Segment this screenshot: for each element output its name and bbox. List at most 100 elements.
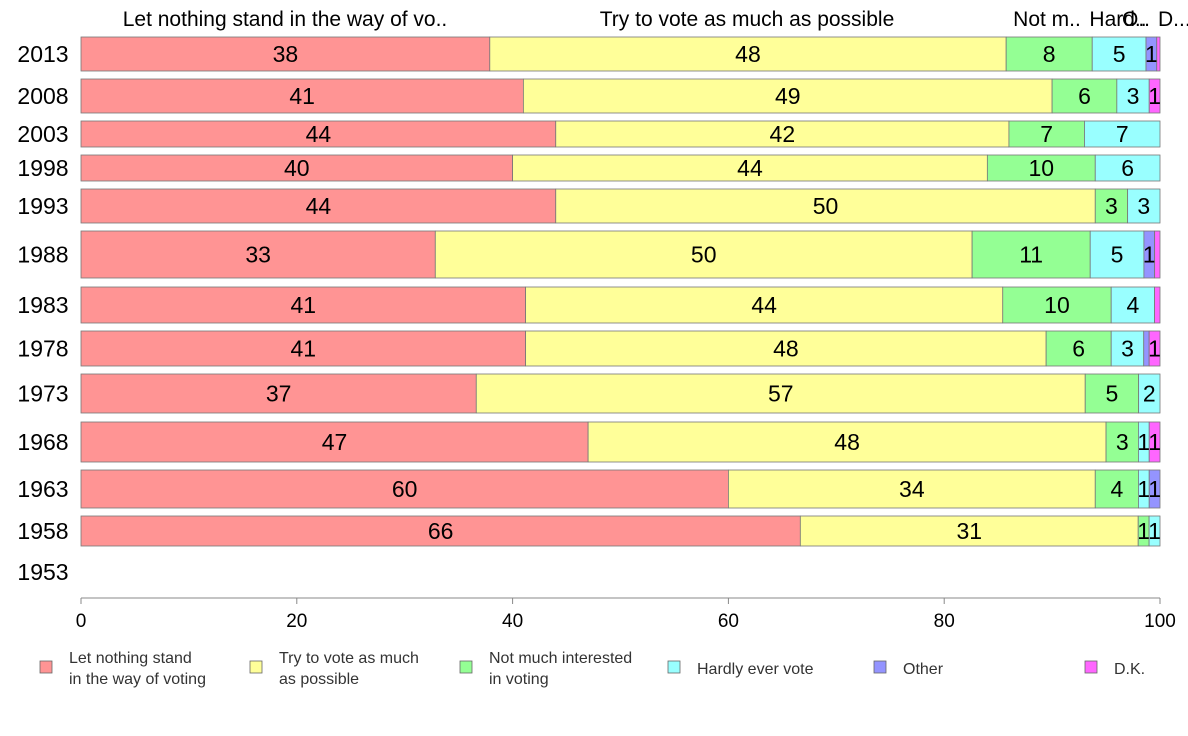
column-headers: Let nothing stand in the way of vo.. Try … [123, 8, 1188, 31]
year-label: 1978 [17, 336, 68, 362]
year-label: 1958 [17, 518, 68, 544]
bar-segment [1148, 515, 1161, 547]
data-label: 1 [1145, 41, 1158, 67]
year-labels: 2013 2008 2003 1998 1993 1988 1983 1978 1973 1968… [17, 41, 68, 585]
bar-segment [1148, 78, 1161, 114]
data-label: 3 [1127, 83, 1140, 109]
year-label: 1983 [17, 292, 68, 318]
data-label: 31 [956, 518, 982, 544]
bar-segment [80, 120, 557, 148]
data-label: 1 [1148, 476, 1161, 502]
bar-segment [986, 154, 1096, 182]
legend-label: Let nothing stand [69, 650, 192, 667]
bar-segment [1148, 330, 1161, 367]
bar-segment [525, 330, 1047, 367]
bar-segment [80, 230, 436, 279]
data-label: 41 [291, 292, 317, 318]
bar-segment [1002, 286, 1112, 324]
data-label: 3 [1137, 193, 1150, 219]
bar-segment [80, 78, 524, 114]
data-label: 7 [1040, 121, 1053, 147]
year-label: 2008 [17, 83, 68, 109]
x-tick-label: 0 [76, 611, 87, 632]
data-label: 33 [245, 242, 271, 268]
data-label: 7 [1116, 121, 1129, 147]
data-label: 48 [834, 429, 860, 455]
column-header: Hard.. [1089, 8, 1146, 31]
bar-segment [1045, 330, 1112, 367]
legend-swatch [1084, 660, 1098, 674]
data-label: 1 [1137, 429, 1150, 455]
data-label: 37 [266, 381, 292, 407]
data-label: 42 [770, 121, 796, 147]
data-label: 1 [1137, 518, 1150, 544]
data-label: 4 [1126, 292, 1139, 318]
data-label: 10 [1029, 155, 1055, 181]
data-label: 1 [1148, 336, 1161, 362]
legend-swatch [873, 660, 887, 674]
column-header: Try to vote as much as possible [600, 8, 895, 31]
data-label: 60 [392, 476, 418, 502]
data-label: 6 [1072, 336, 1085, 362]
legend-label: in the way of voting [69, 671, 206, 688]
x-tick-label: 60 [718, 611, 739, 632]
data-label: 66 [428, 518, 454, 544]
year-label: 1988 [17, 242, 68, 268]
bar-segment [971, 230, 1091, 279]
data-label: 44 [306, 121, 332, 147]
data-label: 5 [1111, 242, 1124, 268]
data-label: 41 [289, 83, 315, 109]
bar-segment [1138, 373, 1161, 414]
data-label: 38 [273, 41, 299, 67]
year-label: 2013 [17, 41, 68, 67]
data-label: 11 [1019, 242, 1043, 268]
data-label: 5 [1113, 41, 1126, 67]
bars: 38 48 8 5 141 49 6 3 144 42 7 740 44 10 644 50 3 333 50 11 5… [80, 36, 1161, 547]
x-tick-label: 20 [286, 611, 307, 632]
bar-segment [1051, 78, 1118, 114]
bar-segment [1110, 330, 1145, 367]
bar-segment [525, 286, 1004, 324]
bar-segment [80, 286, 527, 324]
data-label: 50 [691, 242, 717, 268]
data-label: 8 [1043, 41, 1056, 67]
bar-segment [1094, 188, 1129, 224]
legend-label: as possible [279, 671, 359, 688]
column-header: D... [1158, 8, 1188, 31]
data-label: 44 [737, 155, 763, 181]
data-label: 44 [306, 193, 332, 219]
year-label: 1973 [17, 381, 68, 407]
data-label: 1 [1137, 476, 1150, 502]
bar-segment [1148, 469, 1161, 509]
data-label: 1 [1148, 518, 1161, 544]
bar-segment [1154, 286, 1161, 324]
bar-segment [1094, 469, 1139, 509]
bar-segment [1008, 120, 1085, 148]
bar-segment [1116, 78, 1150, 114]
data-label: 48 [773, 336, 799, 362]
legend-label: Hardly ever vote [697, 661, 814, 678]
data-label: 3 [1121, 336, 1134, 362]
column-header: Let nothing stand in the way of vo.. [123, 8, 448, 31]
bar-segment [1089, 230, 1145, 279]
bar-segment [80, 515, 801, 547]
bar-segment [587, 421, 1107, 463]
data-label: 6 [1121, 155, 1134, 181]
bar-segment [1156, 36, 1161, 72]
data-label: 1 [1148, 83, 1161, 109]
x-axis: 0 20 40 60 80 100 [76, 597, 1176, 632]
bar-segment [1148, 421, 1161, 463]
data-label: 50 [813, 193, 839, 219]
legend-swatch [39, 660, 53, 674]
bar-segment [728, 469, 1096, 509]
data-label: 49 [775, 83, 801, 109]
bar-segment [1127, 188, 1161, 224]
year-label: 2003 [17, 121, 68, 147]
data-label: 48 [735, 41, 761, 67]
data-label: 1 [1143, 242, 1156, 268]
x-tick-label: 80 [934, 611, 955, 632]
bar-segment [80, 154, 514, 182]
bar-segment [80, 469, 729, 509]
bar-segment [1105, 421, 1139, 463]
